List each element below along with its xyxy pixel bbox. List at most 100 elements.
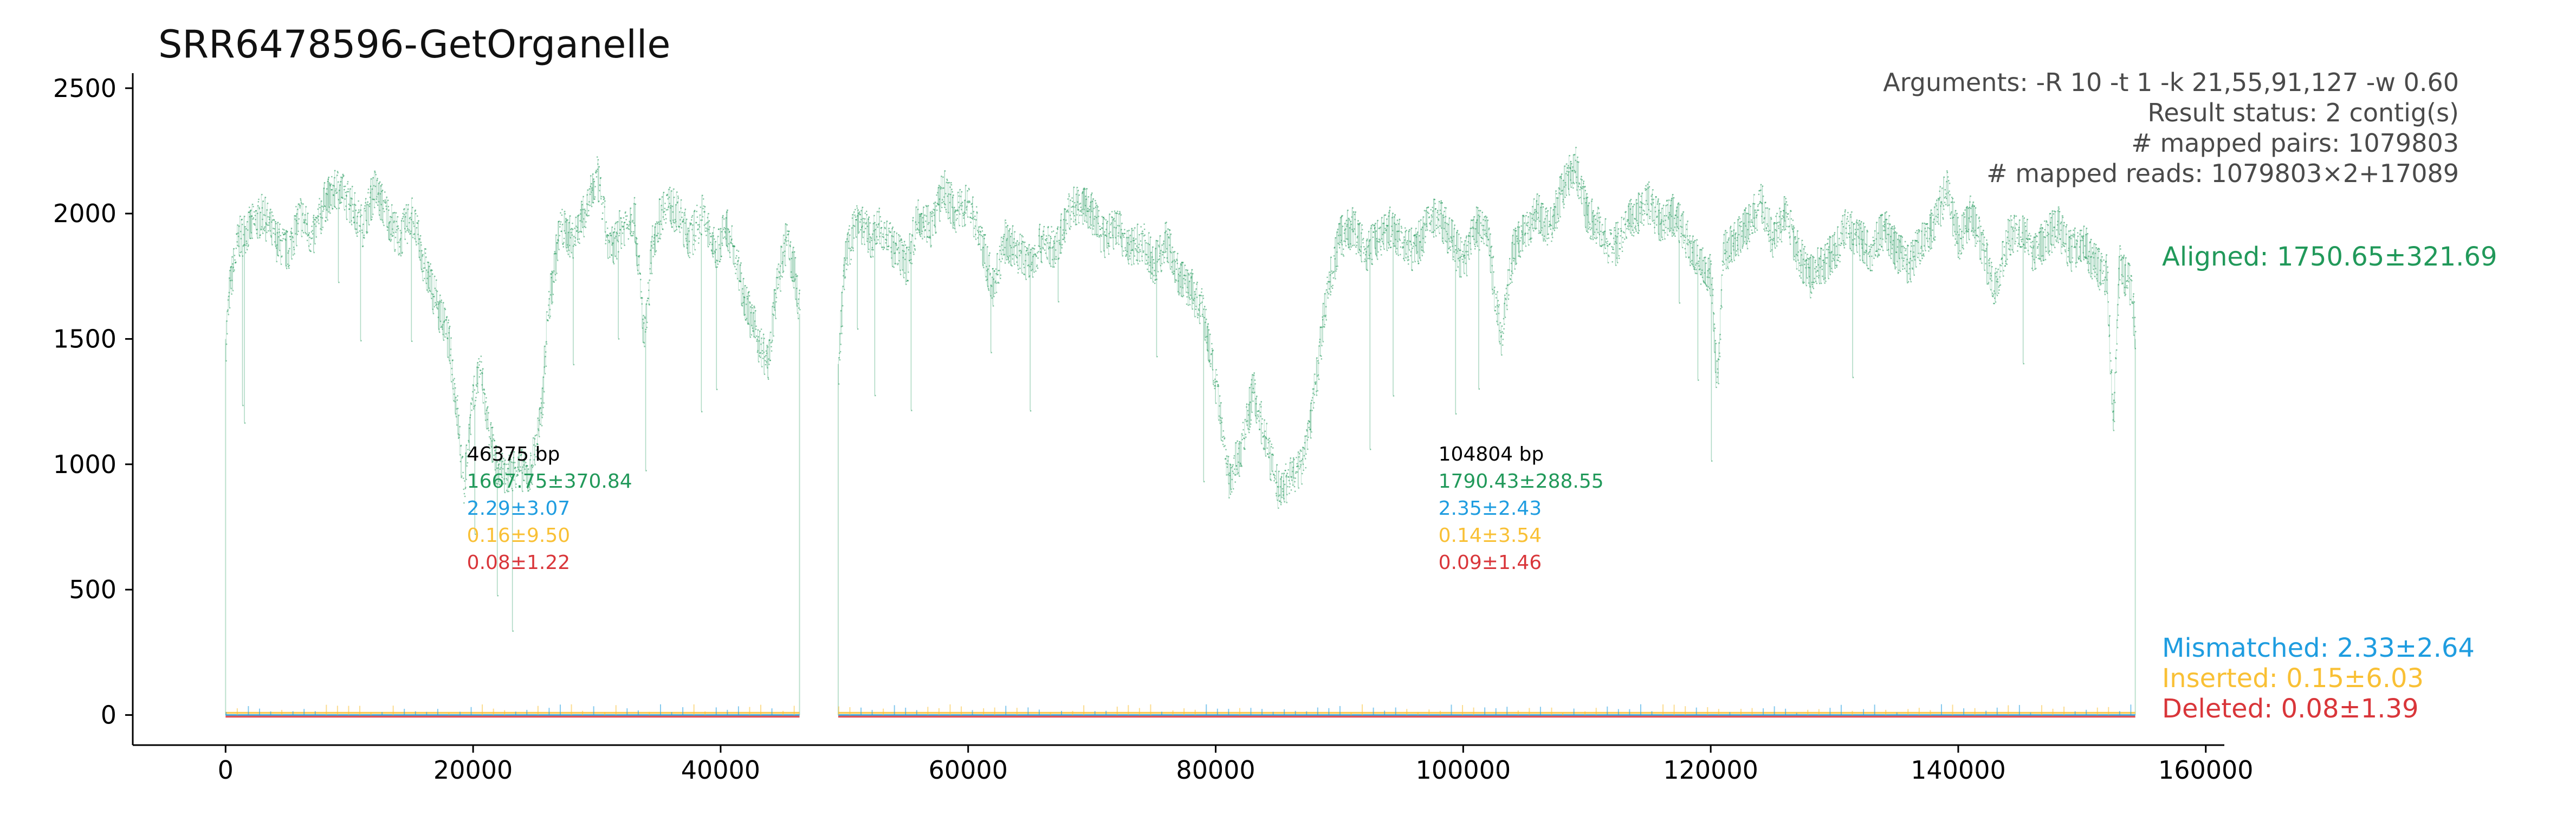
aligned-point [947,180,948,181]
aligned-point [541,417,542,418]
aligned-point [755,326,756,327]
aligned-point [551,303,552,304]
aligned-point [483,402,484,403]
aligned-point [407,243,408,244]
aligned-point [970,213,972,214]
aligned-point [942,202,943,203]
aligned-point [512,630,513,631]
aligned-point [1356,245,1357,246]
aligned-point [1099,226,1101,227]
aligned-point [1156,356,1157,357]
aligned-point [996,292,997,293]
aligned-point [1135,248,1136,249]
aligned-point [1225,449,1226,450]
aligned-point [546,344,547,345]
aligned-point [1056,258,1057,260]
aligned-point [357,236,358,237]
aligned-point [1216,374,1218,376]
aligned-point [443,339,444,340]
aligned-point [1286,494,1287,495]
aligned-point [1371,264,1373,265]
aligned-point [1055,263,1056,264]
aligned-point [1273,474,1274,475]
aligned-point [318,223,319,224]
aligned-point [1193,302,1194,303]
coverage-points-layer [225,147,2136,715]
aligned-point [1192,308,1193,309]
aligned-point [587,215,588,216]
aligned-point [676,229,677,230]
aligned-point [1364,258,1365,260]
aligned-point [559,226,560,227]
aligned-point [1328,293,1329,294]
aligned-point [932,235,933,236]
aligned-point [1124,247,1125,248]
aligned-point [710,236,711,237]
aligned-point [943,201,944,202]
aligned-point [1431,209,1432,210]
aligned-point [933,209,934,210]
aligned-point [1324,326,1325,327]
aligned-point [464,496,465,497]
aligned-point [596,172,597,173]
aligned-point [618,338,619,339]
aligned-point [1249,429,1250,430]
aligned-point [1274,478,1276,480]
aligned-point [345,186,346,187]
aligned-point [1280,502,1281,503]
aligned-point [400,230,401,231]
aligned-point [1030,410,1031,411]
aligned-point [908,271,909,273]
aligned-point [1420,260,1421,261]
aligned-point [1084,221,1085,222]
aligned-point [549,317,550,318]
aligned-point [590,193,591,195]
aligned-point [1052,266,1053,267]
aligned-point [248,244,249,245]
aligned-point [1396,253,1397,254]
aligned-point [928,222,929,223]
aligned-point [1252,400,1253,402]
aligned-point [594,186,596,187]
aligned-point [336,208,337,209]
aligned-point [956,214,957,215]
aligned-point [568,254,569,255]
aligned-point [628,225,629,227]
aligned-point [900,274,901,275]
aligned-point [627,224,628,225]
aligned-point [1164,257,1165,258]
aligned-point [367,231,368,232]
aligned-point [1226,474,1227,475]
aligned-point [632,221,633,222]
aligned-point [607,228,608,229]
aligned-point [441,326,442,327]
aligned-point [607,257,609,258]
aligned-point [282,229,283,230]
aligned-point [1345,238,1347,240]
aligned-point [1230,494,1231,495]
aligned-point [479,361,480,362]
aligned-point [980,226,981,227]
aligned-point [614,256,616,257]
aligned-point [698,237,700,238]
aligned-point [549,315,551,316]
aligned-point [1330,294,1331,295]
aligned-point [403,216,404,217]
aligned-point [1110,231,1111,232]
aligned-point [858,231,859,232]
aligned-point [1429,216,1430,217]
aligned-point [780,275,781,276]
aligned-point [762,358,763,359]
aligned-point [931,211,933,212]
aligned-point [626,215,627,216]
aligned-point [979,243,980,244]
aligned-point [226,333,228,334]
aligned-point [395,231,396,232]
aligned-point [1235,481,1236,482]
aligned-point [1328,297,1329,299]
aligned-point [306,233,307,234]
aligned-point [1425,236,1426,237]
aligned-point [377,204,378,205]
aligned-point [1287,469,1289,470]
aligned-point [977,230,978,231]
